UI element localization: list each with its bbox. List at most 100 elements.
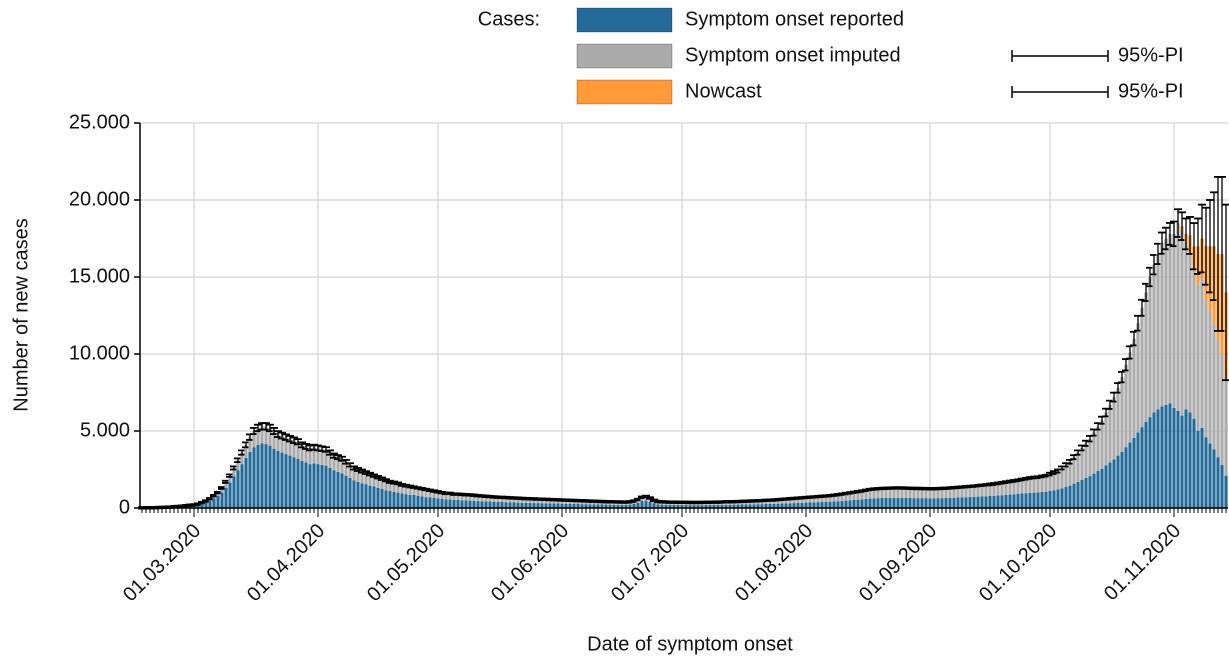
bar-segment — [564, 500, 568, 504]
bar-segment — [288, 438, 292, 456]
bar-segment — [232, 467, 236, 477]
bar-segment — [1224, 377, 1228, 476]
bar-segment — [716, 504, 720, 508]
bar-segment — [444, 499, 448, 508]
bar-segment — [1084, 443, 1088, 478]
bar-segment — [1068, 485, 1072, 508]
bar-segment — [1164, 404, 1168, 508]
bar-segment — [1212, 449, 1216, 508]
legend-swatch — [576, 7, 673, 33]
bar-segment — [376, 477, 380, 488]
bar-segment — [828, 501, 832, 508]
bar-segment — [928, 498, 932, 508]
y-tick-label: 20.000 — [69, 188, 130, 210]
bar-segment — [488, 496, 492, 502]
bar-segment — [532, 503, 536, 508]
y-tick-label: 0 — [119, 496, 130, 518]
bar-segment — [1132, 437, 1136, 508]
bar-segment — [1028, 492, 1032, 508]
bar-segment — [856, 491, 860, 500]
bar-segment — [764, 500, 768, 504]
bar-segment — [1136, 432, 1140, 508]
bar-segment — [1120, 377, 1124, 452]
bar-segment — [360, 471, 364, 484]
bar-segment — [1036, 492, 1040, 508]
bar-segment — [768, 503, 772, 508]
bar-segment — [896, 497, 900, 508]
bar-segment — [812, 496, 816, 503]
bar-segment — [216, 495, 220, 508]
bar-segment — [1124, 364, 1128, 448]
bar-segment — [296, 458, 300, 508]
bar-segment — [964, 497, 968, 508]
bar-segment — [1212, 323, 1216, 450]
bar-segment — [748, 504, 752, 508]
bar-segment — [300, 461, 304, 508]
bar-segment — [640, 497, 644, 502]
y-tick-label: 10.000 — [69, 342, 130, 364]
bar-segment — [636, 499, 640, 503]
bar-segment — [540, 503, 544, 508]
bar-segment — [884, 497, 888, 508]
legend-pi-label: 95%-PI — [1118, 80, 1184, 102]
bar-segment — [248, 451, 252, 508]
bar-segment — [352, 467, 356, 481]
bar-segment — [1096, 426, 1100, 472]
bar-segment — [836, 494, 840, 502]
bar-segment — [1136, 323, 1140, 433]
bar-segment — [324, 465, 328, 508]
bar-segment — [500, 501, 504, 508]
bar-segment — [432, 497, 436, 508]
bar-segment — [1196, 431, 1200, 508]
bar-segment — [832, 501, 836, 508]
bar-segment — [400, 493, 404, 508]
bar-segment — [876, 498, 880, 508]
bar-segment — [1148, 277, 1152, 418]
bar-segment — [448, 493, 452, 500]
bar-segment — [732, 504, 736, 508]
bar-segment — [548, 499, 552, 504]
bar-segment — [456, 499, 460, 508]
bar-segment — [996, 483, 1000, 496]
bar-segment — [480, 501, 484, 508]
bar-segment — [284, 437, 288, 455]
bar-segment — [408, 494, 412, 508]
bar-segment — [1016, 493, 1020, 508]
bar-segment — [660, 504, 664, 508]
x-axis-label: Date of symptom onset — [587, 633, 793, 655]
bar-segment — [452, 494, 456, 500]
bar-segment — [248, 437, 252, 452]
bar-segment — [960, 497, 964, 508]
bar-segment — [1052, 490, 1056, 508]
legend-label: Symptom onset reported — [685, 8, 904, 30]
bar-segment — [888, 497, 892, 508]
bar-segment — [1160, 243, 1164, 407]
bar-segment — [320, 464, 324, 508]
error-bar — [646, 496, 654, 500]
bar-segment — [1060, 467, 1064, 489]
bar-segment — [1072, 457, 1076, 484]
bar-segment — [288, 455, 292, 508]
bar-segment — [916, 488, 920, 499]
bar-segment — [1180, 415, 1184, 508]
x-tick-label: 01.11.2020 — [1100, 520, 1185, 605]
bar-segment — [500, 497, 504, 502]
bar-segment — [700, 505, 704, 508]
bar-segment — [208, 500, 212, 508]
bar-segment — [1068, 461, 1072, 486]
bar-segment — [556, 499, 560, 504]
bar-segment — [552, 499, 556, 504]
bar-segment — [396, 492, 400, 508]
bar-segment — [1020, 493, 1024, 508]
bar-segment — [516, 502, 520, 508]
bar-segment — [840, 500, 844, 508]
bar-segment — [808, 502, 812, 508]
bar-segment — [688, 505, 692, 508]
bar-segment — [900, 497, 904, 508]
bar-segment — [1008, 494, 1012, 508]
bar-segment — [1024, 493, 1028, 508]
legend-swatch — [576, 43, 673, 69]
bar-segment — [332, 470, 336, 508]
bar-segment — [776, 503, 780, 508]
bar-segment — [1056, 489, 1060, 508]
